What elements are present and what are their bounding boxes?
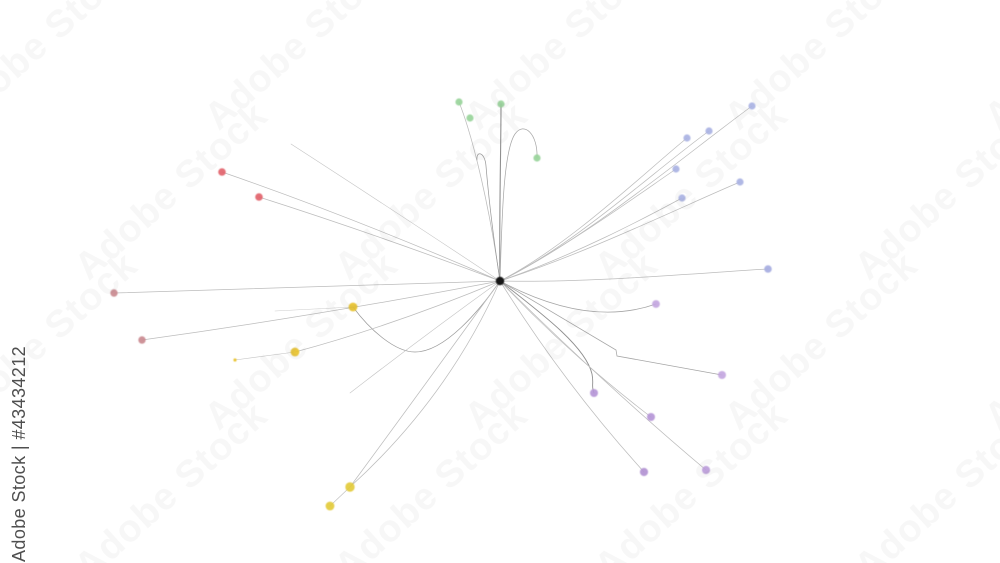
graph-edge-hub-blue-3	[499, 137, 688, 282]
graph-edge-hub-lavender-5	[499, 280, 645, 473]
graph-node-green-3	[466, 114, 474, 122]
graph-node-lavender-5	[639, 467, 649, 477]
graph-edge-yellow-1-ext	[274, 306, 354, 312]
graph-node-lavender-2	[718, 371, 726, 379]
graph-edge-hub-blue-4	[499, 168, 677, 282]
graph-node-red-1	[218, 168, 226, 176]
graph-edge-hub-hook-top	[476, 153, 501, 282]
graph-node-blue-3	[683, 134, 691, 142]
watermark-id-text: Adobe Stock | #43434212	[9, 345, 29, 562]
graph-node-yellow-3	[345, 482, 355, 492]
graph-edge-hub-yellow-3a	[349, 280, 501, 488]
graph-node-lavender-4	[647, 413, 655, 421]
graph-node-yellow-tiny	[233, 358, 237, 362]
graph-edge-hub-stub-downleft	[349, 280, 501, 394]
graph-node-green-4	[533, 154, 541, 162]
graph-center-node	[495, 276, 505, 286]
graph-node-green-2	[497, 100, 505, 108]
graph-node-blue-1	[748, 102, 756, 110]
graph-node-yellow-1	[348, 302, 358, 312]
graph-node-blue-7	[764, 265, 772, 273]
graph-node-blue-6	[678, 194, 686, 202]
graph-edge-hub-stub-upleft	[290, 143, 501, 282]
graph-node-lavender-1	[652, 300, 660, 308]
graph-edge-hub-yellow-3b	[349, 280, 501, 488]
graph-node-green-1	[455, 98, 463, 106]
graph-edge-hub-lavender-6	[499, 280, 707, 471]
graph-edge-hub-blue-6	[499, 197, 683, 282]
graph-edge-hub-lavender-4	[499, 280, 652, 418]
graph-edge-yellow-2-tiny	[234, 351, 296, 361]
graph-node-lavender-3	[590, 389, 598, 397]
graph-node-rose-2	[138, 336, 146, 344]
graph-edge-hub-lavender-2	[499, 280, 723, 376]
graph-edge-hub-green-4	[499, 128, 538, 282]
graph-node-yellow-2	[290, 347, 300, 357]
graph-edge-hub-rose-2	[141, 280, 501, 341]
graph-edge-hub-blue-7	[499, 268, 769, 282]
graph-edge-hub-blue-2	[499, 130, 710, 282]
graph-node-blue-4	[672, 165, 680, 173]
graph-node-rose-1	[110, 289, 118, 297]
graph-edge-hub-red-2	[258, 196, 501, 282]
graph-edge-hub-blue-5	[499, 181, 741, 282]
graph-node-blue-5	[736, 178, 744, 186]
graph-node-red-2	[255, 193, 263, 201]
graph-edge-hub-green-1	[458, 101, 501, 282]
graph-node-lavender-6	[701, 465, 711, 475]
graph-edge-hub-yellow-1	[352, 280, 501, 353]
graph-edge-hub-lavender-3	[499, 280, 595, 394]
graph-edges	[113, 101, 769, 507]
graph-edge-hub-lavender-1	[499, 280, 657, 313]
graph-edge-hub-green-2	[499, 103, 502, 282]
graph-node-yellow-4	[325, 501, 335, 511]
graph-nodes	[110, 98, 772, 511]
graph-edge-hub-rose-1	[113, 280, 501, 294]
graph-edge-hub-yellow-2	[294, 280, 501, 353]
graph-node-blue-2	[705, 127, 713, 135]
graph-edge-hub-red-1	[221, 171, 501, 282]
